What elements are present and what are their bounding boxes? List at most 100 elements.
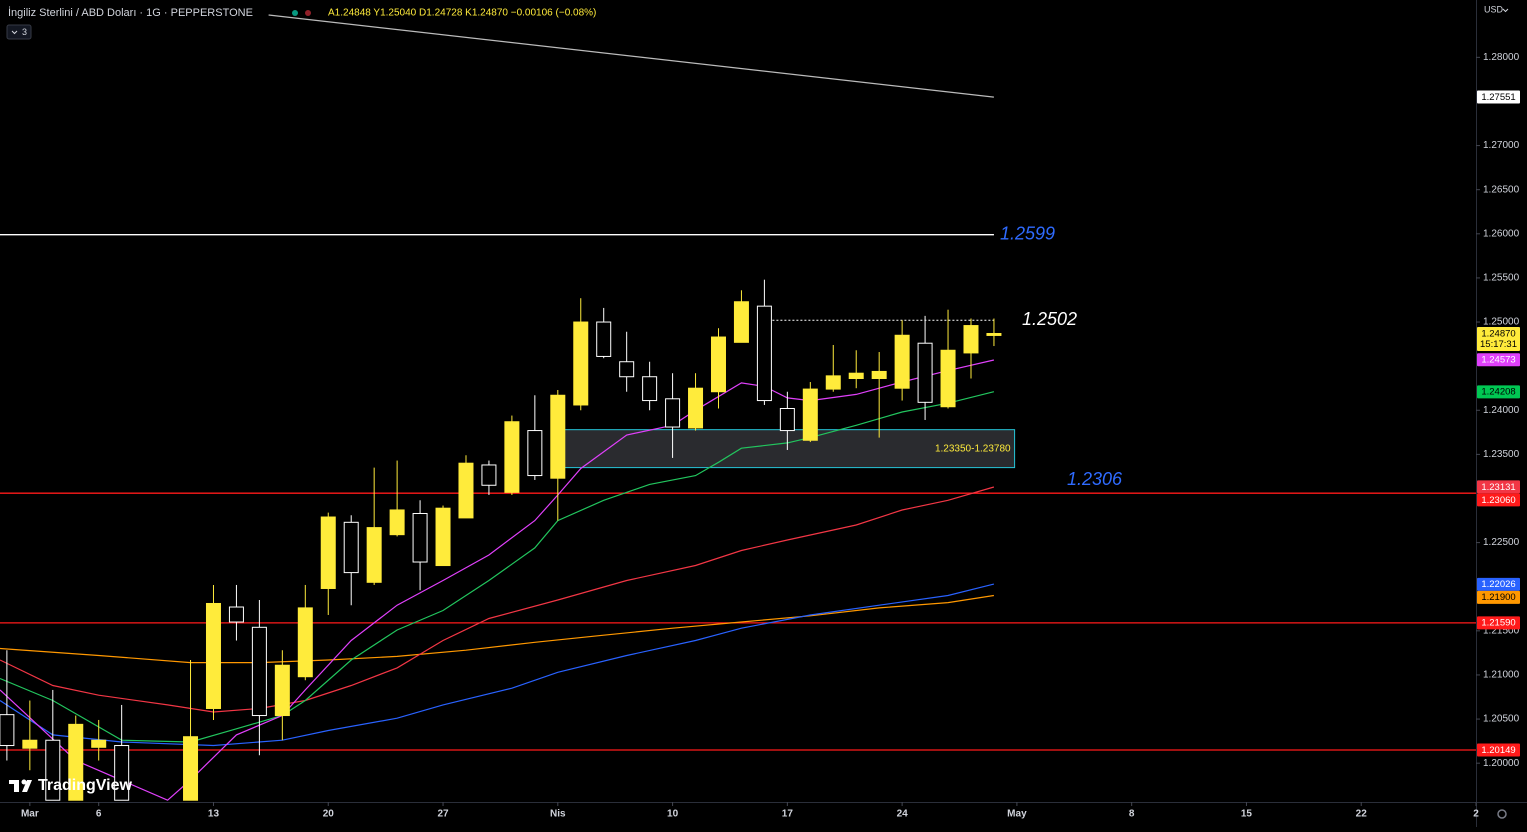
axes: 1.28000 1.27000 1.26500 1.26000 1.25500 1.250… (21, 52, 1520, 820)
candle-body (688, 387, 704, 429)
indicators-toggle[interactable] (6, 24, 32, 40)
price-tag-label: 1.24208 (1481, 387, 1515, 398)
x-tick-label: 20 (323, 809, 335, 820)
candle-body (45, 739, 61, 801)
line-annotation: 1.2306 (1067, 469, 1123, 489)
logo: TradingView (9, 777, 133, 794)
candle-body (68, 723, 84, 801)
x-tick-label: 24 (897, 809, 909, 820)
zone-label: 1.23350-1.23780 (935, 443, 1011, 454)
x-tick-label: 10 (667, 809, 679, 820)
candle-body (412, 512, 428, 563)
x-tick-label: 15 (1241, 809, 1253, 820)
y-tick-label: 1.25500 (1483, 273, 1520, 284)
candle-body (802, 388, 818, 441)
status-dot (292, 10, 298, 16)
price-zone (557, 429, 1016, 469)
candle-body (183, 736, 199, 801)
y-tick-label: 1.21000 (1483, 670, 1520, 681)
candle-body (550, 394, 566, 479)
candle-body (389, 509, 405, 536)
x-tick-label: Mar (21, 809, 39, 820)
y-tick-label: 1.20000 (1483, 758, 1520, 769)
candle-body (343, 521, 359, 574)
line-annotation: 1.2502 (1022, 309, 1077, 329)
settings-icon[interactable] (1497, 809, 1507, 819)
candle-body (251, 626, 267, 717)
x-tick-label: 2 (1473, 809, 1479, 820)
price-tag-label: 1.21590 (1481, 618, 1515, 629)
y-tick-label: 1.26000 (1483, 228, 1520, 239)
logo-mark (21, 779, 27, 785)
y-tick-label: 1.25000 (1483, 317, 1520, 328)
candle-body (642, 376, 658, 402)
price-tag-label: 1.24870 (1481, 328, 1515, 339)
candle-body (986, 333, 1002, 336)
candle-body (825, 375, 841, 390)
x-tick-label: 8 (1129, 809, 1135, 820)
currency-selector[interactable]: USD (1484, 4, 1504, 14)
candle-body (619, 361, 635, 378)
x-tick-label: 17 (782, 809, 794, 820)
candle-body (527, 430, 543, 477)
candle-body (940, 349, 956, 408)
price-tag (1477, 616, 1520, 630)
logo-text: TradingView (38, 777, 133, 794)
price-tag (1477, 90, 1520, 104)
candle-body (458, 462, 474, 519)
x-tick-label: 22 (1356, 809, 1368, 820)
candle-body (894, 334, 910, 389)
candle-body (917, 342, 933, 403)
symbol-title: İngiliz Sterlini / ABD Doları · 1G · PEP… (8, 6, 253, 19)
candle-body (756, 305, 772, 402)
x-tick-label: 27 (437, 809, 449, 820)
candle-body (297, 607, 313, 678)
y-tick-label: 1.27000 (1483, 140, 1520, 151)
countdown: 15:17:31 (1480, 339, 1517, 350)
header: İngiliz Sterlini / ABD Doları · 1G · PEP… (6, 4, 1509, 40)
price-tag-label: 1.27551 (1481, 92, 1515, 103)
chevron-icon (1502, 8, 1509, 13)
price-tag-label: 1.21900 (1481, 592, 1515, 603)
settings-button[interactable] (1497, 809, 1507, 819)
candle-body (366, 527, 382, 583)
price-tag-label: 1.22026 (1481, 579, 1515, 590)
price-tag (1477, 353, 1520, 367)
logo-mark (22, 780, 32, 792)
indicators-count[interactable]: 3 (22, 27, 27, 37)
candle-body (779, 407, 795, 432)
indicator-line (268, 14, 994, 98)
y-tick-label: 1.23500 (1483, 449, 1520, 460)
candle-body (91, 739, 107, 748)
candle-body (22, 739, 38, 749)
candle-body (665, 398, 681, 428)
line-annotation: 1.2599 (1000, 223, 1055, 243)
price-tag-label: 1.23060 (1481, 495, 1515, 506)
price-tag-label: 1.20149 (1481, 745, 1515, 756)
price-tag (1477, 480, 1520, 494)
x-tick-label: 13 (208, 809, 220, 820)
price-tag (1477, 590, 1520, 604)
candle-body (573, 321, 589, 406)
status-dot (305, 10, 311, 16)
candle-body (710, 336, 726, 393)
indicator-line (0, 583, 995, 747)
candle-body (848, 372, 864, 380)
candle-body (871, 370, 887, 380)
candle-body (504, 421, 520, 493)
y-tick-label: 1.28000 (1483, 52, 1520, 63)
candle-body (274, 664, 290, 717)
candle-body (228, 606, 244, 623)
price-tag (1477, 743, 1520, 757)
chevron-icon (11, 30, 18, 35)
price-tag-label: 1.23131 (1481, 482, 1515, 493)
x-tick-label: Nis (550, 809, 566, 820)
candle-body (596, 321, 612, 357)
candle-body (205, 602, 221, 709)
candle-body (481, 464, 497, 486)
candle-body (435, 507, 451, 567)
logo-mark (14, 780, 19, 792)
y-tick-label: 1.22500 (1483, 537, 1520, 548)
candle-body (320, 516, 336, 589)
